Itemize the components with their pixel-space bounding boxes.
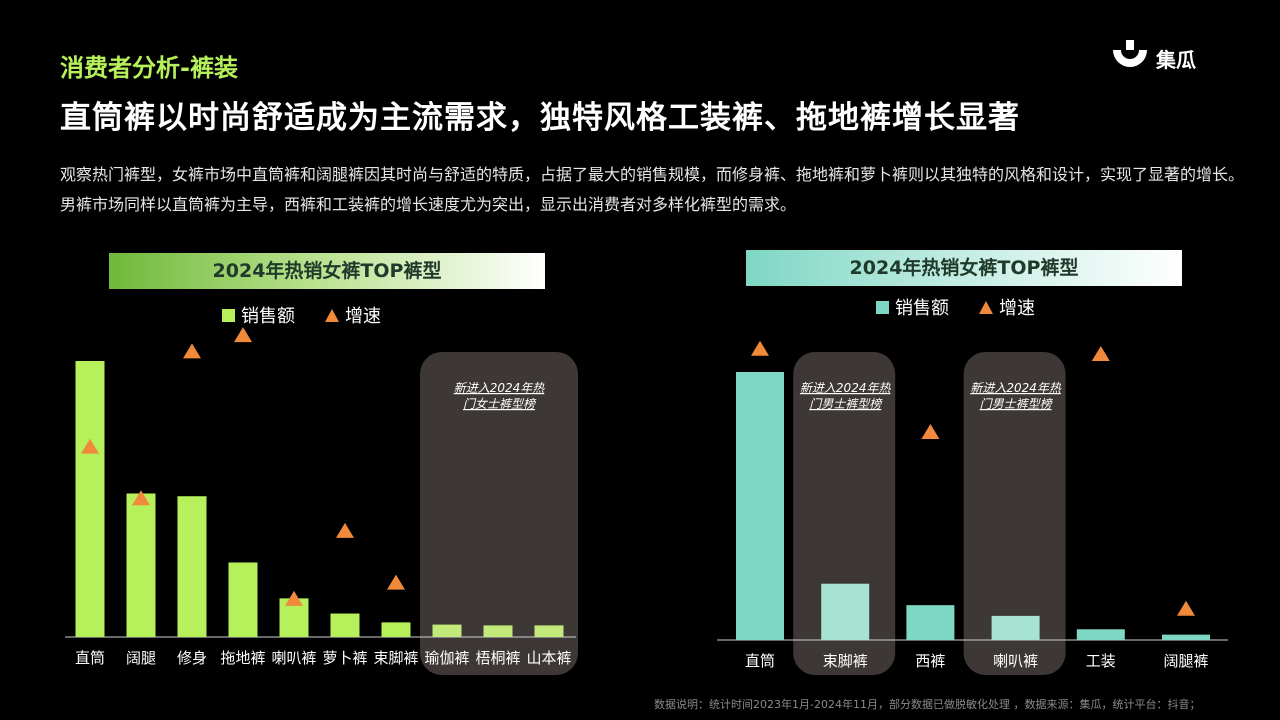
- legend-triangle-icon: [325, 308, 339, 322]
- category-label: 喇叭裤: [271, 649, 316, 667]
- highlight-label: 新进入2024年热门男士裤型榜: [970, 381, 1062, 411]
- sales-bar: [534, 625, 564, 637]
- sales-bar: [432, 624, 462, 637]
- category-label: 西裤: [915, 652, 945, 670]
- legend-triangle-icon: [979, 300, 993, 314]
- category-label: 工装: [1086, 652, 1116, 670]
- logo-text: 集瓜: [1156, 48, 1196, 72]
- legend-sales-label: 销售额: [895, 298, 949, 319]
- legend-square-icon: [222, 308, 235, 322]
- category-label: 梧桐裤: [475, 649, 520, 667]
- growth-marker: [132, 490, 150, 506]
- legend-sales-label: 销售额: [241, 306, 295, 327]
- category-label: 直筒: [745, 652, 775, 670]
- category-label: 束脚裤: [823, 652, 868, 670]
- footnote: 数据说明：统计时间2023年1月-2024年11月，部分数据已做脱敏化处理 ，数…: [654, 698, 1201, 711]
- category-label: 阔腿裤: [1163, 652, 1208, 670]
- page-title: 直筒裤以时尚舒适成为主流需求，独特风格工装裤、拖地裤增长显著: [60, 100, 1020, 136]
- left-chart-legend: 销售额 增速: [222, 302, 381, 328]
- category-label: 阔腿: [126, 649, 156, 667]
- category-label: 萝卜裤: [322, 649, 367, 667]
- sales-bar: [991, 615, 1040, 640]
- sales-bar: [177, 496, 207, 637]
- sales-bar: [381, 622, 411, 637]
- growth-marker: [1177, 600, 1195, 616]
- growth-marker: [387, 574, 405, 590]
- highlight-label: 新进入2024年热门男士裤型榜: [800, 381, 892, 411]
- growth-marker: [1091, 346, 1110, 361]
- right-chart-legend: 销售额 增速: [876, 294, 1035, 320]
- growth-marker: [234, 327, 252, 343]
- growth-marker: [183, 343, 201, 359]
- jigua-logo-icon: [1113, 40, 1147, 67]
- legend-square-icon: [876, 300, 889, 314]
- category-label: 拖地裤: [220, 649, 265, 667]
- sales-bar: [483, 625, 513, 637]
- sales-bar: [75, 361, 105, 637]
- highlight-label: 新进入2024年热门女士裤型榜: [454, 381, 546, 411]
- highlight-box: [793, 352, 896, 675]
- highlight-box: [963, 352, 1066, 675]
- brand-logo: 集瓜: [1110, 40, 1210, 74]
- section-label: 消费者分析-裤装: [60, 54, 238, 82]
- sales-bar: [906, 605, 955, 640]
- sales-bar: [228, 562, 258, 637]
- highlight-box: [420, 352, 578, 675]
- category-label: 喇叭裤: [993, 652, 1038, 670]
- right-chart-title: 2024年热销女裤TOP裤型: [746, 250, 1182, 286]
- page-description: 观察热门裤型，女裤市场中直筒裤和阔腿裤因其时尚与舒适的特质，占据了最大的销售规模…: [60, 165, 1245, 214]
- category-label: 修身: [177, 649, 207, 667]
- category-label: 山本裤: [526, 649, 571, 667]
- sales-bar: [126, 493, 156, 637]
- growth-marker: [285, 590, 303, 606]
- category-label: 直筒: [75, 649, 105, 667]
- growth-marker: [751, 340, 769, 356]
- sales-bar: [736, 372, 784, 640]
- left-chart-title: 2024年热销女裤TOP裤型: [109, 253, 545, 289]
- sales-bar: [330, 613, 360, 637]
- growth-marker: [336, 522, 354, 538]
- category-label: 束脚裤: [373, 649, 418, 667]
- sales-bar: [821, 583, 870, 640]
- legend-growth-label: 增速: [345, 306, 381, 327]
- category-label: 瑜伽裤: [424, 649, 469, 667]
- sales-bar: [1076, 629, 1125, 640]
- growth-marker: [921, 424, 940, 439]
- growth-marker: [81, 438, 99, 454]
- legend-growth-label: 增速: [999, 298, 1035, 319]
- sales-bar: [1162, 634, 1210, 640]
